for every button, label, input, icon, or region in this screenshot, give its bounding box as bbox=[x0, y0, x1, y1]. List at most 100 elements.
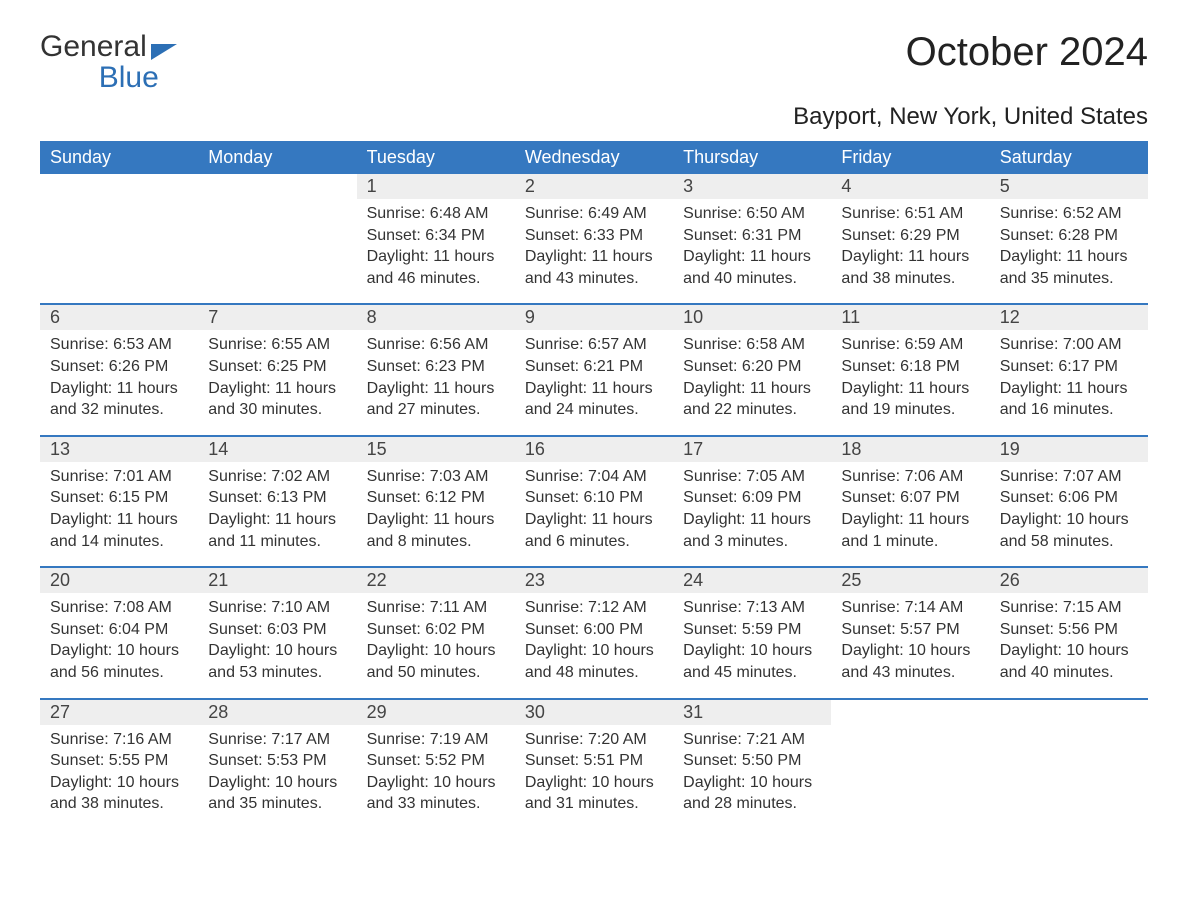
sunset-text: Sunset: 6:34 PM bbox=[367, 225, 505, 247]
daylight-text: Daylight: 10 hours and 40 minutes. bbox=[1000, 640, 1138, 683]
day-body: Sunrise: 7:03 AMSunset: 6:12 PMDaylight:… bbox=[357, 462, 515, 552]
day-cell: 20Sunrise: 7:08 AMSunset: 6:04 PMDayligh… bbox=[40, 568, 198, 697]
day-cell: 14Sunrise: 7:02 AMSunset: 6:13 PMDayligh… bbox=[198, 437, 356, 566]
day-cell: 19Sunrise: 7:07 AMSunset: 6:06 PMDayligh… bbox=[990, 437, 1148, 566]
day-cell: 18 Sunrise: 7:06 AMSunset: 6:07 PMDayligh… bbox=[831, 437, 989, 566]
sunrise-text: Sunrise: 7:19 AM bbox=[367, 729, 505, 751]
daylight-text: Daylight: 11 hours and 30 minutes. bbox=[208, 378, 346, 421]
month-title: October 2024 bbox=[906, 30, 1148, 75]
day-cell: 27Sunrise: 7:16 AMSunset: 5:55 PMDayligh… bbox=[40, 700, 198, 829]
sunset-text: Sunset: 6:10 PM bbox=[525, 487, 663, 509]
sunset-text: Sunset: 5:53 PM bbox=[208, 750, 346, 772]
day-cell: 1Sunrise: 6:48 AMSunset: 6:34 PMDaylight… bbox=[357, 174, 515, 303]
sunrise-text: Sunrise: 7:06 AM bbox=[841, 466, 979, 488]
daylight-text: Daylight: 11 hours and 27 minutes. bbox=[367, 378, 505, 421]
daylight-text: Daylight: 11 hours and 16 minutes. bbox=[1000, 378, 1138, 421]
day-number: 18 bbox=[831, 437, 989, 462]
day-number: 9 bbox=[515, 305, 673, 330]
daylight-text: Daylight: 11 hours and 22 minutes. bbox=[683, 378, 821, 421]
title-block: October 2024 bbox=[906, 30, 1148, 81]
day-cell: 25Sunrise: 7:14 AMSunset: 5:57 PMDayligh… bbox=[831, 568, 989, 697]
dow-friday: Friday bbox=[831, 141, 989, 174]
day-of-week-header: Sunday Monday Tuesday Wednesday Thursday… bbox=[40, 141, 1148, 174]
day-body: Sunrise: 6:56 AMSunset: 6:23 PMDaylight:… bbox=[357, 330, 515, 420]
sunset-text: Sunset: 5:57 PM bbox=[841, 619, 979, 641]
week-row: 1Sunrise: 6:48 AMSunset: 6:34 PMDaylight… bbox=[40, 174, 1148, 303]
sunset-text: Sunset: 6:31 PM bbox=[683, 225, 821, 247]
day-number: 29 bbox=[357, 700, 515, 725]
day-body: Sunrise: 7:07 AMSunset: 6:06 PMDaylight:… bbox=[990, 462, 1148, 552]
day-cell: 28Sunrise: 7:17 AMSunset: 5:53 PMDayligh… bbox=[198, 700, 356, 829]
day-cell: 4Sunrise: 6:51 AMSunset: 6:29 PMDaylight… bbox=[831, 174, 989, 303]
day-number: 1 bbox=[357, 174, 515, 199]
sunset-text: Sunset: 6:13 PM bbox=[208, 487, 346, 509]
sunset-text: Sunset: 6:07 PM bbox=[841, 487, 979, 509]
sunset-text: Sunset: 6:20 PM bbox=[683, 356, 821, 378]
logo-text-blue: Blue bbox=[99, 61, 159, 95]
day-cell: 30Sunrise: 7:20 AMSunset: 5:51 PMDayligh… bbox=[515, 700, 673, 829]
day-body: Sunrise: 6:51 AMSunset: 6:29 PMDaylight:… bbox=[831, 199, 989, 289]
sunset-text: Sunset: 6:28 PM bbox=[1000, 225, 1138, 247]
sunrise-text: Sunrise: 7:08 AM bbox=[50, 597, 188, 619]
day-cell: 5Sunrise: 6:52 AMSunset: 6:28 PMDaylight… bbox=[990, 174, 1148, 303]
day-body: Sunrise: 7:17 AMSunset: 5:53 PMDaylight:… bbox=[198, 725, 356, 815]
day-number: 30 bbox=[515, 700, 673, 725]
sunrise-text: Sunrise: 6:53 AM bbox=[50, 334, 188, 356]
daylight-text: Daylight: 10 hours and 28 minutes. bbox=[683, 772, 821, 815]
day-cell: 23Sunrise: 7:12 AMSunset: 6:00 PMDayligh… bbox=[515, 568, 673, 697]
day-number: 25 bbox=[831, 568, 989, 593]
day-cell: 22Sunrise: 7:11 AMSunset: 6:02 PMDayligh… bbox=[357, 568, 515, 697]
logo-flag-icon bbox=[151, 38, 177, 58]
day-cell: 9Sunrise: 6:57 AMSunset: 6:21 PMDaylight… bbox=[515, 305, 673, 434]
day-number: 13 bbox=[40, 437, 198, 462]
day-number: 4 bbox=[831, 174, 989, 199]
day-cell: 3Sunrise: 6:50 AMSunset: 6:31 PMDaylight… bbox=[673, 174, 831, 303]
sunset-text: Sunset: 6:23 PM bbox=[367, 356, 505, 378]
week-row: 20Sunrise: 7:08 AMSunset: 6:04 PMDayligh… bbox=[40, 566, 1148, 697]
daylight-text: Daylight: 10 hours and 45 minutes. bbox=[683, 640, 821, 683]
sunrise-text: Sunrise: 7:15 AM bbox=[1000, 597, 1138, 619]
daylight-text: Daylight: 10 hours and 31 minutes. bbox=[525, 772, 663, 815]
dow-wednesday: Wednesday bbox=[515, 141, 673, 174]
day-number: 24 bbox=[673, 568, 831, 593]
day-cell: 7Sunrise: 6:55 AMSunset: 6:25 PMDaylight… bbox=[198, 305, 356, 434]
day-cell bbox=[198, 174, 356, 303]
day-number: 6 bbox=[40, 305, 198, 330]
sunrise-text: Sunrise: 7:14 AM bbox=[841, 597, 979, 619]
daylight-text: Daylight: 11 hours and 1 minute. bbox=[841, 509, 979, 552]
dow-monday: Monday bbox=[198, 141, 356, 174]
day-body: Sunrise: 6:53 AMSunset: 6:26 PMDaylight:… bbox=[40, 330, 198, 420]
sunrise-text: Sunrise: 7:11 AM bbox=[367, 597, 505, 619]
daylight-text: Daylight: 11 hours and 8 minutes. bbox=[367, 509, 505, 552]
sunset-text: Sunset: 6:26 PM bbox=[50, 356, 188, 378]
sunset-text: Sunset: 6:29 PM bbox=[841, 225, 979, 247]
day-body: Sunrise: 7:21 AMSunset: 5:50 PMDaylight:… bbox=[673, 725, 831, 815]
logo-text-general: General bbox=[40, 30, 147, 64]
sunrise-text: Sunrise: 6:49 AM bbox=[525, 203, 663, 225]
day-cell: 8Sunrise: 6:56 AMSunset: 6:23 PMDaylight… bbox=[357, 305, 515, 434]
daylight-text: Daylight: 11 hours and 38 minutes. bbox=[841, 246, 979, 289]
day-cell: 6Sunrise: 6:53 AMSunset: 6:26 PMDaylight… bbox=[40, 305, 198, 434]
day-cell: 2Sunrise: 6:49 AMSunset: 6:33 PMDaylight… bbox=[515, 174, 673, 303]
day-body: Sunrise: 6:49 AMSunset: 6:33 PMDaylight:… bbox=[515, 199, 673, 289]
sunset-text: Sunset: 6:06 PM bbox=[1000, 487, 1138, 509]
day-number: 22 bbox=[357, 568, 515, 593]
day-cell: 13Sunrise: 7:01 AMSunset: 6:15 PMDayligh… bbox=[40, 437, 198, 566]
daylight-text: Daylight: 10 hours and 53 minutes. bbox=[208, 640, 346, 683]
dow-saturday: Saturday bbox=[990, 141, 1148, 174]
sunrise-text: Sunrise: 6:50 AM bbox=[683, 203, 821, 225]
calendar: Sunday Monday Tuesday Wednesday Thursday… bbox=[40, 141, 1148, 829]
sunrise-text: Sunrise: 6:55 AM bbox=[208, 334, 346, 356]
day-cell: 21Sunrise: 7:10 AMSunset: 6:03 PMDayligh… bbox=[198, 568, 356, 697]
day-cell: 15Sunrise: 7:03 AMSunset: 6:12 PMDayligh… bbox=[357, 437, 515, 566]
week-row: 27Sunrise: 7:16 AMSunset: 5:55 PMDayligh… bbox=[40, 698, 1148, 829]
day-number: 8 bbox=[357, 305, 515, 330]
day-number: 7 bbox=[198, 305, 356, 330]
day-number: 23 bbox=[515, 568, 673, 593]
sunrise-text: Sunrise: 7:21 AM bbox=[683, 729, 821, 751]
daylight-text: Daylight: 11 hours and 3 minutes. bbox=[683, 509, 821, 552]
location: Bayport, New York, United States bbox=[40, 103, 1148, 131]
day-number: 5 bbox=[990, 174, 1148, 199]
day-body: Sunrise: 7:16 AMSunset: 5:55 PMDaylight:… bbox=[40, 725, 198, 815]
day-body: Sunrise: 7:13 AMSunset: 5:59 PMDaylight:… bbox=[673, 593, 831, 683]
